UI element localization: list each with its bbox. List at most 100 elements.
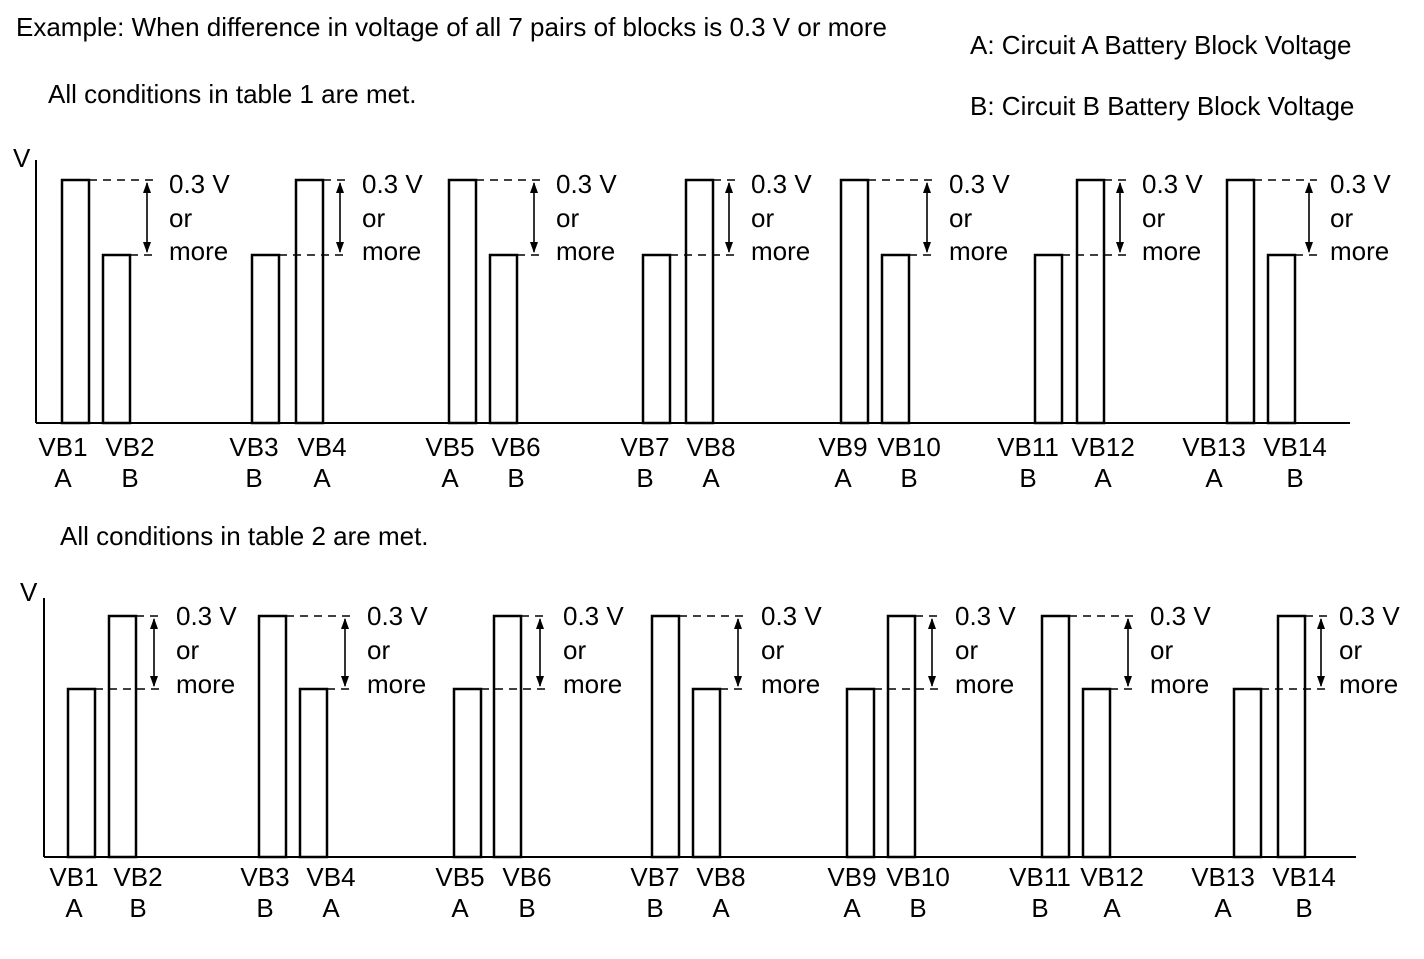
bar-low bbox=[66, 687, 97, 859]
arrow-head-up bbox=[530, 182, 538, 193]
circuit-label: B bbox=[129, 893, 146, 923]
block-label-vb8: VB8 bbox=[696, 862, 745, 892]
bar-low bbox=[250, 253, 281, 425]
circuit-label: B bbox=[1019, 463, 1036, 493]
arrow-head-down bbox=[928, 676, 936, 687]
difference-annotation: or bbox=[761, 635, 784, 665]
circuit-label: A bbox=[834, 463, 852, 493]
difference-annotation: or bbox=[1142, 203, 1165, 233]
circuit-label: B bbox=[507, 463, 524, 493]
arrow-head-down bbox=[923, 242, 931, 253]
arrow-head-up bbox=[1305, 182, 1313, 193]
block-label-vb11: VB11 bbox=[997, 432, 1059, 462]
block-label-vb14: VB14 bbox=[1263, 432, 1327, 462]
bar-high bbox=[650, 614, 681, 859]
circuit-label: B bbox=[1295, 893, 1312, 923]
arrow-head-up bbox=[341, 618, 349, 629]
difference-annotation: 0.3 V bbox=[367, 601, 428, 631]
bar-low bbox=[298, 687, 329, 859]
circuit-label: A bbox=[1094, 463, 1112, 493]
circuit-label: A bbox=[843, 893, 861, 923]
difference-annotation: more bbox=[176, 669, 235, 699]
difference-annotation: more bbox=[1150, 669, 1209, 699]
circuit-label: A bbox=[441, 463, 459, 493]
difference-annotation: 0.3 V bbox=[955, 601, 1016, 631]
circuit-label: A bbox=[322, 893, 340, 923]
bar-high bbox=[1040, 614, 1071, 859]
circuit-label: B bbox=[1031, 893, 1048, 923]
block-label-vb4: VB4 bbox=[306, 862, 355, 892]
difference-annotation: 0.3 V bbox=[1150, 601, 1211, 631]
bar-high bbox=[447, 178, 478, 425]
bar-high bbox=[1276, 614, 1307, 859]
block-label-vb11: VB11 bbox=[1009, 862, 1071, 892]
block-label-vb5: VB5 bbox=[425, 432, 474, 462]
block-label-vb10: VB10 bbox=[877, 432, 941, 462]
block-label-vb8: VB8 bbox=[686, 432, 735, 462]
block-label-vb14: VB14 bbox=[1272, 862, 1336, 892]
arrow-head-down bbox=[1116, 242, 1124, 253]
difference-annotation: or bbox=[563, 635, 586, 665]
difference-annotation: or bbox=[955, 635, 978, 665]
block-label-vb12: VB12 bbox=[1071, 432, 1135, 462]
circuit-label: B bbox=[518, 893, 535, 923]
difference-annotation: more bbox=[955, 669, 1014, 699]
arrow-head-down bbox=[150, 676, 158, 687]
block-label-vb10: VB10 bbox=[886, 862, 950, 892]
arrow-head-up bbox=[336, 182, 344, 193]
bar-low bbox=[845, 687, 876, 859]
legend-circuit-a: A: Circuit A Battery Block Voltage bbox=[970, 30, 1352, 60]
arrow-head-down bbox=[143, 242, 151, 253]
bar-high bbox=[886, 614, 917, 859]
circuit-label: B bbox=[646, 893, 663, 923]
circuit-label: A bbox=[54, 463, 72, 493]
difference-annotation: 0.3 V bbox=[761, 601, 822, 631]
block-label-vb1: VB1 bbox=[38, 432, 87, 462]
bar-high bbox=[107, 614, 138, 859]
bar-low bbox=[452, 687, 483, 859]
arrow-head-up bbox=[536, 618, 544, 629]
circuit-label: B bbox=[245, 463, 262, 493]
arrow-head-down bbox=[530, 242, 538, 253]
circuit-label: B bbox=[900, 463, 917, 493]
circuit-label: B bbox=[121, 463, 138, 493]
difference-annotation: or bbox=[751, 203, 774, 233]
bar-low bbox=[691, 687, 722, 859]
circuit-label: A bbox=[712, 893, 730, 923]
arrow-head-down bbox=[1305, 242, 1313, 253]
arrow-head-up bbox=[1317, 618, 1325, 629]
difference-annotation: or bbox=[1339, 635, 1362, 665]
difference-annotation: 0.3 V bbox=[169, 169, 230, 199]
bar-low bbox=[101, 253, 132, 425]
block-label-vb2: VB2 bbox=[105, 432, 154, 462]
arrow-head-down bbox=[336, 242, 344, 253]
difference-annotation: 0.3 V bbox=[362, 169, 423, 199]
circuit-label: A bbox=[1214, 893, 1232, 923]
block-label-vb1: VB1 bbox=[49, 862, 98, 892]
arrow-head-up bbox=[150, 618, 158, 629]
difference-annotation: or bbox=[362, 203, 385, 233]
difference-annotation: or bbox=[1150, 635, 1173, 665]
bar-low bbox=[1266, 253, 1297, 425]
arrow-head-up bbox=[1124, 618, 1132, 629]
block-label-vb9: VB9 bbox=[818, 432, 867, 462]
difference-annotation: 0.3 V bbox=[949, 169, 1010, 199]
arrow-head-down bbox=[734, 676, 742, 687]
difference-annotation: or bbox=[169, 203, 192, 233]
block-label-vb13: VB13 bbox=[1182, 432, 1246, 462]
bar-high bbox=[492, 614, 523, 859]
difference-annotation: 0.3 V bbox=[1330, 169, 1391, 199]
arrow-head-up bbox=[725, 182, 733, 193]
block-label-vb12: VB12 bbox=[1080, 862, 1144, 892]
difference-annotation: or bbox=[556, 203, 579, 233]
bar-high bbox=[839, 178, 870, 425]
bar-low bbox=[1081, 687, 1112, 859]
circuit-label: A bbox=[313, 463, 331, 493]
bar-low bbox=[880, 253, 911, 425]
block-label-vb7: VB7 bbox=[630, 862, 679, 892]
